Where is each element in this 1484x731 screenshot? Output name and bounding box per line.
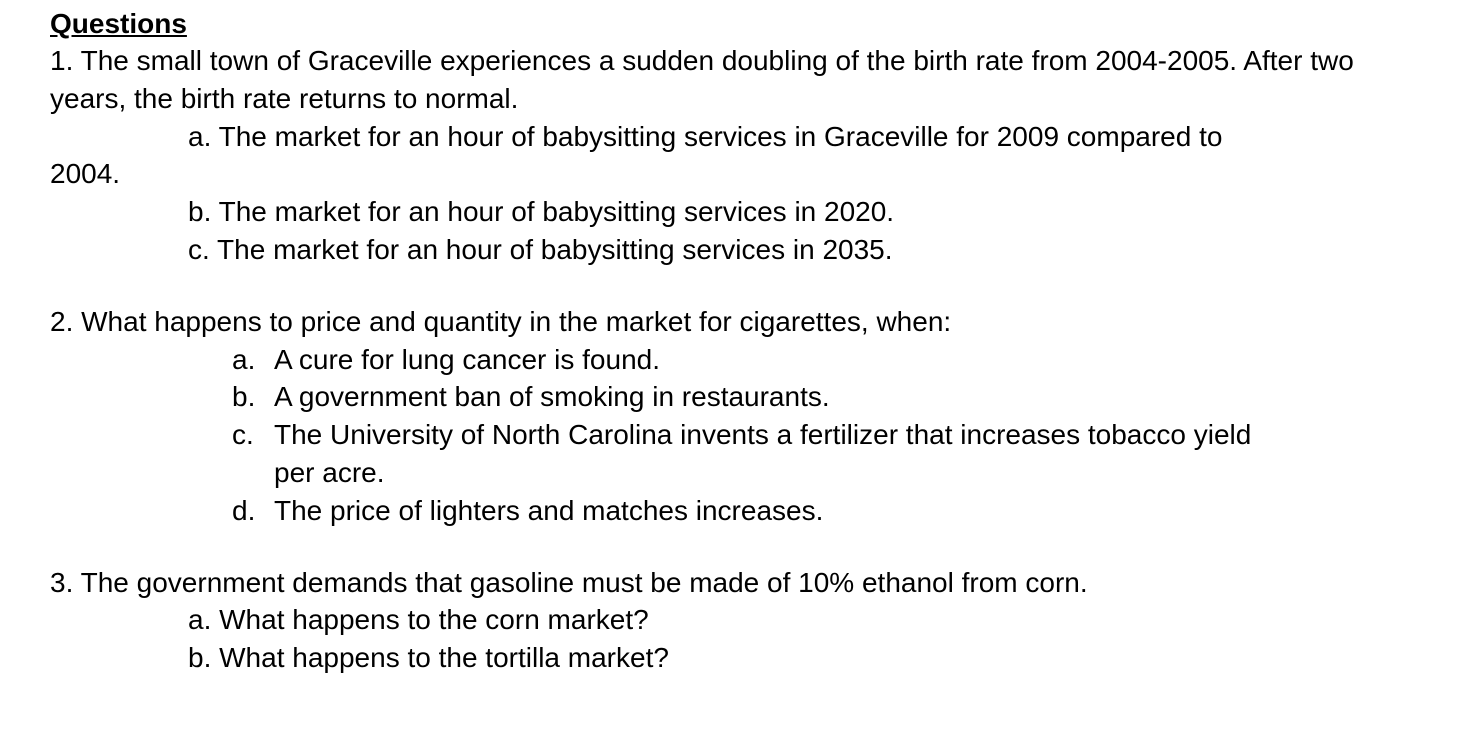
q3-intro: 3. The government demands that gasoline … <box>50 564 1434 602</box>
q3-b: b. What happens to the tortilla market? <box>50 639 1434 677</box>
q1-c: c. The market for an hour of babysitting… <box>50 231 1434 269</box>
question-3: 3. The government demands that gasoline … <box>50 564 1434 677</box>
q1-sub-list: a. The market for an hour of babysitting… <box>50 118 1434 269</box>
q2-c-letter: c. <box>232 416 274 454</box>
q2-b-text: A government ban of smoking in restauran… <box>274 381 830 412</box>
question-1: 1. The small town of Graceville experien… <box>50 42 1434 269</box>
q1-a-line2: 2004. <box>50 155 1434 193</box>
q2-c: c.The University of North Carolina inven… <box>50 416 1434 454</box>
q2-c-text: The University of North Carolina invents… <box>274 419 1251 450</box>
q2-a-letter: a. <box>232 341 274 379</box>
q3-a: a. What happens to the corn market? <box>50 601 1434 639</box>
q2-sub-list: a.A cure for lung cancer is found. b.A g… <box>50 341 1434 530</box>
q2-intro: 2. What happens to price and quantity in… <box>50 303 1434 341</box>
q2-d-letter: d. <box>232 492 274 530</box>
questions-heading: Questions <box>50 8 1434 40</box>
q2-b: b.A government ban of smoking in restaur… <box>50 378 1434 416</box>
q2-b-letter: b. <box>232 378 274 416</box>
q2-d: d.The price of lighters and matches incr… <box>50 492 1434 530</box>
q2-a: a.A cure for lung cancer is found. <box>50 341 1434 379</box>
q2-a-text: A cure for lung cancer is found. <box>274 344 660 375</box>
q1-b: b. The market for an hour of babysitting… <box>50 193 1434 231</box>
q1-intro: 1. The small town of Graceville experien… <box>50 42 1434 118</box>
question-2: 2. What happens to price and quantity in… <box>50 303 1434 530</box>
q2-c-cont: per acre. <box>50 454 1434 492</box>
q3-sub-list: a. What happens to the corn market? b. W… <box>50 601 1434 677</box>
q1-a-line1: a. The market for an hour of babysitting… <box>50 118 1434 156</box>
q2-d-text: The price of lighters and matches increa… <box>274 495 823 526</box>
